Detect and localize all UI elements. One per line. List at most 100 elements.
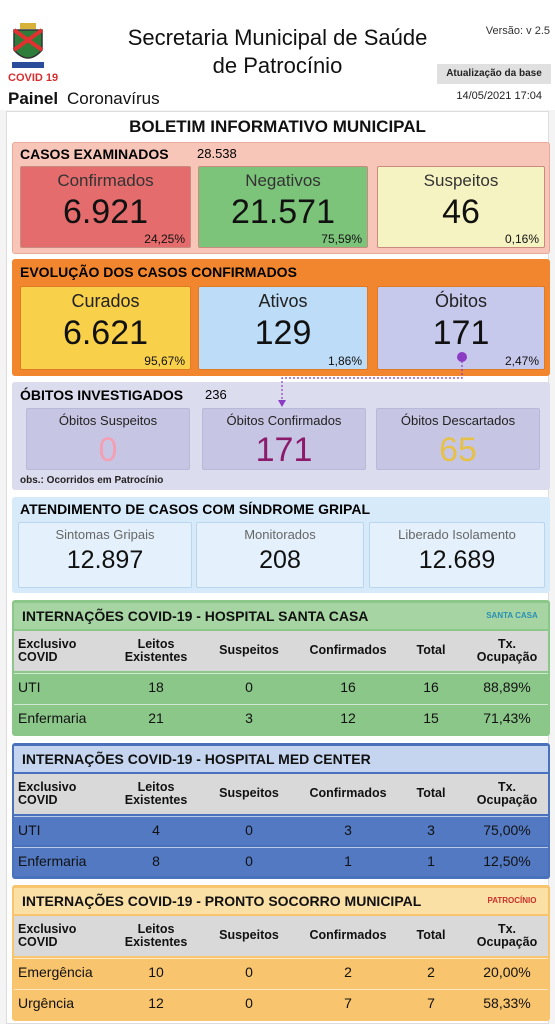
card-value: 171 <box>255 431 313 470</box>
card-value: 12.897 <box>66 546 144 575</box>
table-cell: 0 <box>245 964 253 981</box>
table-cell: 2 <box>427 964 435 981</box>
table-cell: 16 <box>423 679 439 696</box>
card-label: Óbitos <box>434 290 488 311</box>
table-row <box>14 847 548 876</box>
table-cell: 1 <box>344 853 352 870</box>
table-cell: 88,89% <box>483 679 531 696</box>
card-label: Confirmados <box>57 170 154 190</box>
card-value: 0 <box>98 431 118 470</box>
table-row <box>14 989 548 1018</box>
table-header: Leitos Existentes <box>124 779 188 807</box>
table-header-row <box>14 774 548 814</box>
table-cell: 3 <box>245 710 253 727</box>
card <box>202 408 366 470</box>
card-value: 12.689 <box>418 546 496 575</box>
bulletin-title: BOLETIM INFORMATIVO MUNICIPAL <box>129 117 426 137</box>
table-header: Tx. Ocupação <box>476 921 538 949</box>
table-header: Confirmados <box>309 643 387 658</box>
table-cell: 12 <box>340 710 356 727</box>
card-label: Sintomas Gripais <box>55 526 155 542</box>
card-value: 21.571 <box>231 193 335 232</box>
section-title: ATENDIMENTO DE CASOS COM SÍNDROME GRIPAL <box>20 500 371 517</box>
table-cell: 58,33% <box>483 995 531 1012</box>
card-label: Óbitos Confirmados <box>226 412 342 428</box>
table-header: Suspeitos <box>219 643 279 658</box>
section-title: EVOLUÇÃO DOS CASOS CONFIRMADOS <box>20 263 297 280</box>
table-cell: 1 <box>427 853 435 870</box>
card-value: 6.921 <box>62 193 149 232</box>
card <box>377 166 545 248</box>
table-cell: UTI <box>18 822 41 839</box>
table-header: Total <box>416 643 446 658</box>
card <box>20 286 191 370</box>
table-cell: 15 <box>423 710 439 727</box>
table-header: Leitos Existentes <box>124 636 188 664</box>
card-percent: 24,25% <box>144 231 185 246</box>
table-cell: UTI <box>18 679 41 696</box>
card-percent: 1,86% <box>327 353 362 368</box>
table-cell: 12 <box>148 995 164 1012</box>
table-cell: 21 <box>148 710 164 727</box>
table-title: INTERNAÇÕES COVID-19 - HOSPITAL SANTA CA… <box>22 607 369 624</box>
table-cell: Emergência <box>18 964 93 981</box>
card-label: Óbitos Suspeitos <box>58 412 158 428</box>
panel-subtitle: Coronavírus <box>67 89 160 109</box>
card-label: Suspeitos <box>423 170 499 190</box>
table-cell: 16 <box>340 679 356 696</box>
card-percent: 75,59% <box>321 231 362 246</box>
table-cell: 0 <box>245 679 253 696</box>
table-title: INTERNAÇÕES COVID-19 - PRONTO SOCORRO MU… <box>22 892 422 909</box>
table-cell: 0 <box>245 995 253 1012</box>
hospital-logo: PATROCÍNIO <box>487 895 537 905</box>
table-title: INTERNAÇÕES COVID-19 - HOSPITAL MED CENT… <box>22 750 371 767</box>
table-header: Exclusivo COVID <box>18 921 77 949</box>
table-cell: 10 <box>148 964 164 981</box>
table-header: Suspeitos <box>219 928 279 943</box>
hospital-logo: SANTA CASA <box>486 610 538 620</box>
update-date: 14/05/2021 17:04 <box>456 90 542 103</box>
table-cell: 71,43% <box>483 710 531 727</box>
table-title-bar <box>14 888 548 914</box>
card <box>26 408 190 470</box>
card-label: Óbitos Descartados <box>400 412 516 428</box>
table-cell: 12,50% <box>483 853 531 870</box>
card-value: 171 <box>432 314 490 353</box>
city-logo <box>12 23 44 68</box>
table-cell: 20,00% <box>483 964 531 981</box>
table-cell: 0 <box>245 853 253 870</box>
table-cell: 3 <box>427 822 435 839</box>
card <box>18 522 192 588</box>
title: de Patrocínio <box>212 53 343 79</box>
section-title: ÓBITOS INVESTIGADOS <box>20 386 184 403</box>
panel-bold: Painel <box>8 89 59 109</box>
table-cell: 18 <box>148 679 164 696</box>
table-cell: 8 <box>152 853 160 870</box>
table-header-row <box>14 916 548 956</box>
card <box>376 408 540 470</box>
card-value: 65 <box>439 431 477 470</box>
section-total: 236 <box>205 387 227 403</box>
table-title-bar <box>14 603 548 629</box>
table-header: Exclusivo COVID <box>18 636 77 664</box>
table-cell: 7 <box>344 995 352 1012</box>
table-cell: Enfermaria <box>18 710 87 727</box>
table-header: Exclusivo COVID <box>18 779 77 807</box>
card-value: 208 <box>259 546 301 575</box>
card-label: Curados <box>71 290 140 311</box>
card-percent: 2,47% <box>504 353 539 368</box>
card-value: 129 <box>254 314 312 353</box>
note: obs.: Ocorridos em Patrocínio <box>20 474 164 486</box>
card-percent: 0,16% <box>504 231 539 246</box>
card-value: 46 <box>442 193 480 232</box>
card-label: Ativos <box>258 290 308 311</box>
table-header: Total <box>416 928 446 943</box>
table-header: Leitos Existentes <box>124 921 188 949</box>
card-value: 6.621 <box>62 314 149 353</box>
table-cell: 75,00% <box>483 822 531 839</box>
card-label: Liberado Isolamento <box>398 526 516 542</box>
covid-label: COVID 19 <box>8 72 59 85</box>
table-cell: 7 <box>427 995 435 1012</box>
title: Secretaria Municipal de Saúde <box>127 25 428 51</box>
